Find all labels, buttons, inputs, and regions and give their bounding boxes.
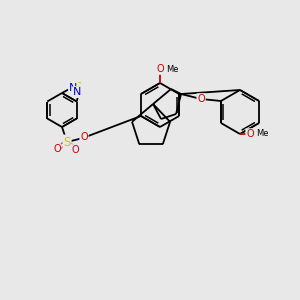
Text: S: S xyxy=(63,136,71,148)
Text: O: O xyxy=(246,129,254,139)
Text: Me: Me xyxy=(166,64,178,74)
Text: Me: Me xyxy=(256,130,268,139)
Text: O: O xyxy=(53,144,61,154)
Text: N: N xyxy=(73,87,82,97)
Text: O: O xyxy=(71,145,79,155)
Text: S: S xyxy=(75,81,82,94)
Text: O: O xyxy=(156,64,164,74)
Text: N: N xyxy=(69,83,77,93)
Text: O: O xyxy=(197,94,205,104)
Text: O: O xyxy=(80,132,88,142)
